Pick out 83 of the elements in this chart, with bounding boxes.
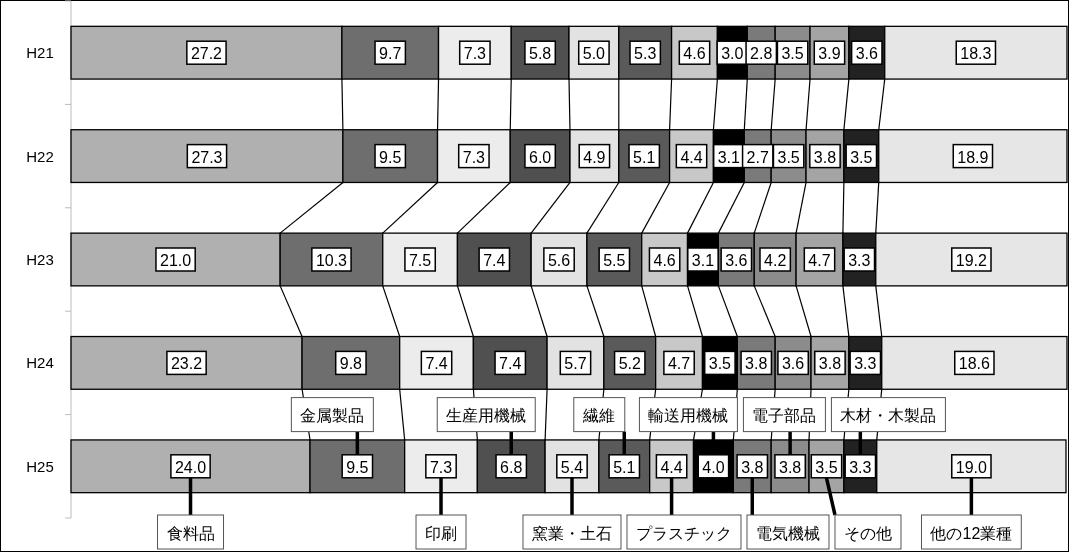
- data-label: 9.5: [379, 148, 402, 166]
- data-label: 4.6: [653, 252, 676, 269]
- data-label: 6.8: [500, 458, 523, 476]
- data-label: 23.2: [170, 355, 203, 373]
- data-label: 3.9: [818, 45, 841, 63]
- data-label: 4.7: [667, 355, 691, 373]
- data-label: 3.8: [778, 458, 802, 476]
- data-label: 19.2: [955, 252, 988, 269]
- data-label: 5.1: [633, 148, 656, 166]
- series-label: 輸送用機械: [648, 407, 729, 425]
- data-label: 4.4: [680, 148, 703, 166]
- data-label: 6.0: [528, 148, 552, 166]
- data-label: 5.1: [613, 458, 636, 476]
- data-label: 7.3: [429, 458, 453, 476]
- data-label: 5.7: [564, 355, 587, 373]
- data-label: 5.6: [547, 252, 571, 269]
- data-label: 27.2: [190, 45, 223, 63]
- data-label: 3.1: [717, 148, 741, 166]
- data-label: 2.7: [746, 148, 769, 166]
- series-label: 生産用機械: [446, 407, 527, 425]
- data-label: 24.0: [174, 458, 207, 476]
- data-label: 21.0: [160, 252, 192, 269]
- data-label: 2.8: [750, 45, 773, 63]
- data-label: 3.3: [849, 458, 872, 476]
- data-label: 7.5: [408, 252, 432, 269]
- data-label: 5.8: [528, 45, 552, 63]
- data-label: 7.3: [463, 45, 487, 63]
- data-label: 3.6: [855, 45, 879, 63]
- series-label: 繊維: [582, 407, 616, 425]
- y-tick-label: H24: [26, 354, 54, 372]
- data-label: 4.9: [583, 148, 606, 166]
- data-label: 7.4: [425, 355, 448, 373]
- legend-label: 印刷: [425, 524, 458, 542]
- data-label: 3.5: [850, 148, 873, 166]
- legend-label: 食料品: [166, 524, 215, 542]
- data-label: 3.3: [848, 252, 871, 269]
- series-label: 金属製品: [300, 407, 365, 425]
- data-label: 19.0: [955, 458, 988, 476]
- legend-label: プラスチック: [635, 524, 732, 542]
- data-label: 7.4: [483, 252, 506, 269]
- data-label: 3.8: [745, 355, 768, 373]
- data-label: 3.6: [725, 252, 748, 269]
- series-label: 木材・木製品: [840, 407, 937, 425]
- data-label: 3.5: [777, 148, 800, 166]
- legend-label: その他: [843, 524, 892, 542]
- data-label: 3.5: [815, 458, 838, 476]
- data-label: 3.5: [708, 355, 732, 373]
- series-label: 電子部品: [752, 407, 817, 425]
- data-label: 3.6: [781, 355, 805, 373]
- data-label: 5.3: [634, 45, 657, 63]
- data-label: 7.4: [499, 355, 522, 373]
- data-label: 4.4: [660, 458, 683, 476]
- data-label: 3.8: [818, 355, 842, 373]
- data-label: 18.6: [958, 355, 991, 373]
- data-label: 4.0: [702, 458, 725, 476]
- data-label: 3.8: [741, 458, 764, 476]
- data-label: 9.8: [339, 355, 363, 373]
- y-tick-label: H22: [26, 147, 54, 165]
- legend-label: 窯業・土石: [531, 524, 612, 542]
- y-tick-label: H23: [26, 251, 54, 268]
- data-label: 9.5: [346, 458, 369, 476]
- data-label: 5.5: [603, 252, 626, 269]
- data-label: 9.7: [379, 45, 402, 63]
- legend-label: 他の12業種: [930, 524, 1013, 542]
- y-tick-label: H21: [26, 44, 54, 62]
- data-label: 3.5: [781, 45, 804, 63]
- data-label: 3.1: [691, 252, 715, 269]
- y-tick-label: H25: [26, 457, 54, 475]
- data-label: 4.7: [808, 252, 831, 269]
- data-label: 4.6: [683, 45, 706, 63]
- data-label: 18.3: [960, 45, 992, 63]
- data-label: 4.2: [764, 252, 787, 269]
- data-label: 18.9: [957, 148, 989, 166]
- data-label: 5.2: [618, 355, 641, 373]
- data-label: 5.0: [582, 45, 606, 63]
- data-label: 3.8: [813, 148, 837, 166]
- data-label: 3.0: [721, 45, 744, 63]
- data-label: 27.3: [191, 148, 223, 166]
- legend-label: 電気機械: [755, 524, 820, 542]
- data-label: 7.3: [462, 148, 486, 166]
- data-label: 5.4: [560, 458, 584, 476]
- data-label: 3.3: [854, 355, 877, 373]
- data-label: 10.3: [315, 252, 348, 269]
